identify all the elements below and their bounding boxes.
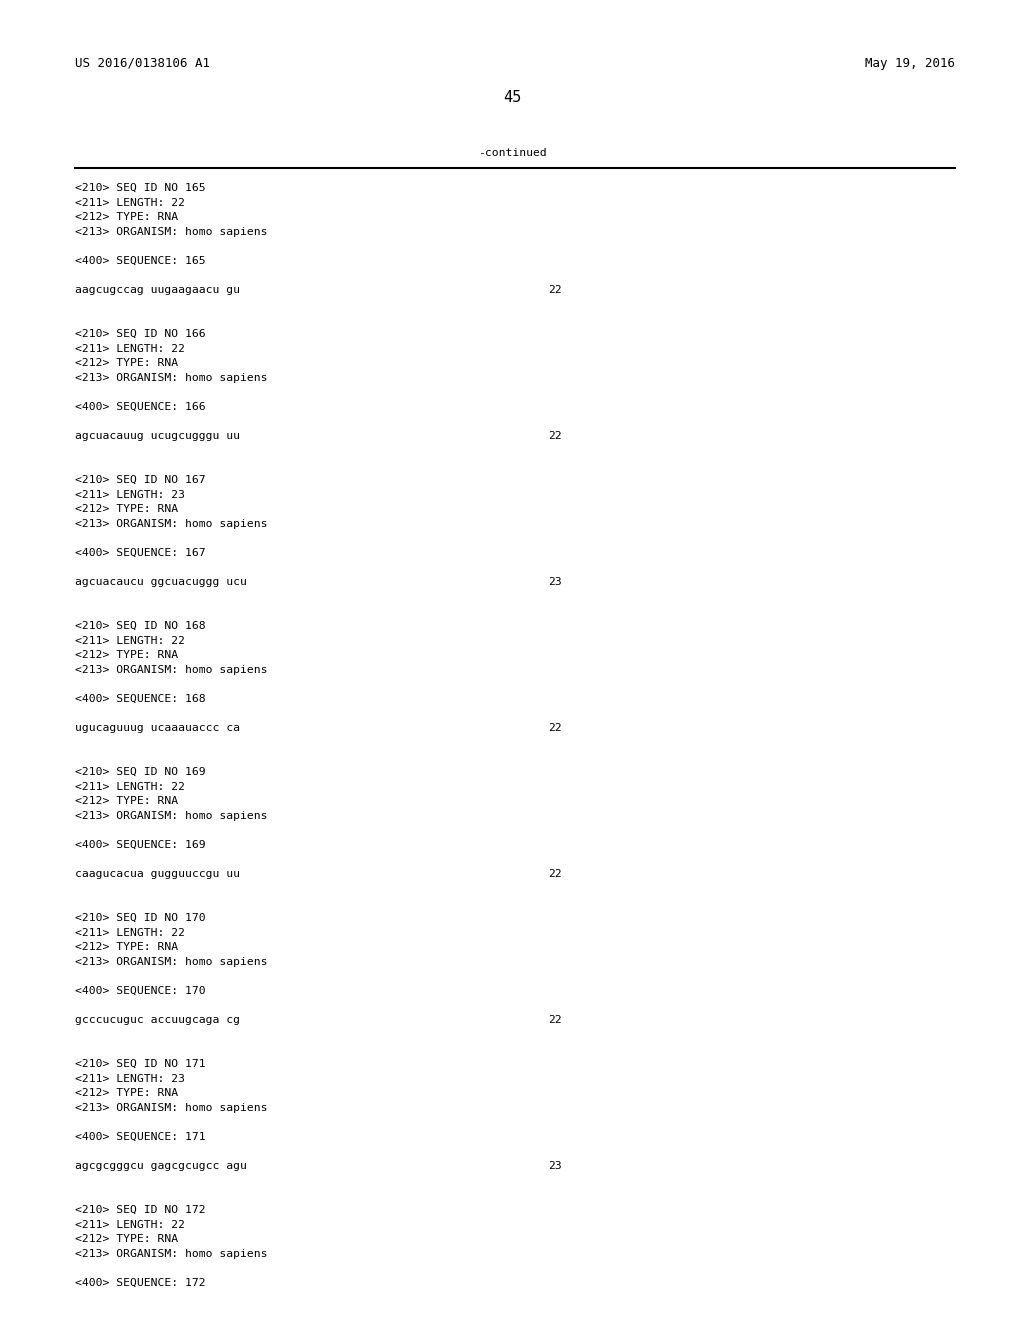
- Text: <212> TYPE: RNA: <212> TYPE: RNA: [75, 1088, 178, 1098]
- Text: <400> SEQUENCE: 172: <400> SEQUENCE: 172: [75, 1278, 206, 1288]
- Text: <210> SEQ ID NO 169: <210> SEQ ID NO 169: [75, 767, 206, 777]
- Text: <211> LENGTH: 22: <211> LENGTH: 22: [75, 928, 185, 937]
- Text: <210> SEQ ID NO 166: <210> SEQ ID NO 166: [75, 329, 206, 339]
- Text: <211> LENGTH: 23: <211> LENGTH: 23: [75, 1073, 185, 1084]
- Text: <212> TYPE: RNA: <212> TYPE: RNA: [75, 1234, 178, 1245]
- Text: <213> ORGANISM: homo sapiens: <213> ORGANISM: homo sapiens: [75, 519, 267, 529]
- Text: <400> SEQUENCE: 169: <400> SEQUENCE: 169: [75, 840, 206, 850]
- Text: 22: 22: [548, 869, 562, 879]
- Text: <212> TYPE: RNA: <212> TYPE: RNA: [75, 358, 178, 368]
- Text: <213> ORGANISM: homo sapiens: <213> ORGANISM: homo sapiens: [75, 227, 267, 236]
- Text: 23: 23: [548, 1162, 562, 1171]
- Text: <211> LENGTH: 22: <211> LENGTH: 22: [75, 198, 185, 207]
- Text: -continued: -continued: [477, 148, 547, 158]
- Text: US 2016/0138106 A1: US 2016/0138106 A1: [75, 57, 210, 70]
- Text: <210> SEQ ID NO 170: <210> SEQ ID NO 170: [75, 913, 206, 923]
- Text: <210> SEQ ID NO 165: <210> SEQ ID NO 165: [75, 183, 206, 193]
- Text: <400> SEQUENCE: 167: <400> SEQUENCE: 167: [75, 548, 206, 558]
- Text: 45: 45: [503, 90, 521, 106]
- Text: <212> TYPE: RNA: <212> TYPE: RNA: [75, 942, 178, 952]
- Text: <213> ORGANISM: homo sapiens: <213> ORGANISM: homo sapiens: [75, 1102, 267, 1113]
- Text: <213> ORGANISM: homo sapiens: <213> ORGANISM: homo sapiens: [75, 957, 267, 966]
- Text: <212> TYPE: RNA: <212> TYPE: RNA: [75, 796, 178, 807]
- Text: <213> ORGANISM: homo sapiens: <213> ORGANISM: homo sapiens: [75, 372, 267, 383]
- Text: <210> SEQ ID NO 171: <210> SEQ ID NO 171: [75, 1059, 206, 1069]
- Text: gcccucuguc accuugcaga cg: gcccucuguc accuugcaga cg: [75, 1015, 240, 1026]
- Text: <213> ORGANISM: homo sapiens: <213> ORGANISM: homo sapiens: [75, 665, 267, 675]
- Text: caagucacua gugguuccgu uu: caagucacua gugguuccgu uu: [75, 869, 240, 879]
- Text: 22: 22: [548, 723, 562, 733]
- Text: 23: 23: [548, 577, 562, 587]
- Text: <400> SEQUENCE: 165: <400> SEQUENCE: 165: [75, 256, 206, 267]
- Text: <210> SEQ ID NO 167: <210> SEQ ID NO 167: [75, 475, 206, 484]
- Text: <211> LENGTH: 22: <211> LENGTH: 22: [75, 1220, 185, 1230]
- Text: <212> TYPE: RNA: <212> TYPE: RNA: [75, 504, 178, 515]
- Text: <400> SEQUENCE: 170: <400> SEQUENCE: 170: [75, 986, 206, 997]
- Text: <212> TYPE: RNA: <212> TYPE: RNA: [75, 651, 178, 660]
- Text: <211> LENGTH: 22: <211> LENGTH: 22: [75, 781, 185, 792]
- Text: <400> SEQUENCE: 166: <400> SEQUENCE: 166: [75, 403, 206, 412]
- Text: 22: 22: [548, 432, 562, 441]
- Text: agcgcgggcu gagcgcugcc agu: agcgcgggcu gagcgcugcc agu: [75, 1162, 247, 1171]
- Text: <211> LENGTH: 22: <211> LENGTH: 22: [75, 636, 185, 645]
- Text: agcuacaucu ggcuacuggg ucu: agcuacaucu ggcuacuggg ucu: [75, 577, 247, 587]
- Text: <211> LENGTH: 23: <211> LENGTH: 23: [75, 490, 185, 499]
- Text: <213> ORGANISM: homo sapiens: <213> ORGANISM: homo sapiens: [75, 1249, 267, 1259]
- Text: <400> SEQUENCE: 168: <400> SEQUENCE: 168: [75, 694, 206, 704]
- Text: <211> LENGTH: 22: <211> LENGTH: 22: [75, 343, 185, 354]
- Text: <210> SEQ ID NO 172: <210> SEQ ID NO 172: [75, 1205, 206, 1214]
- Text: aagcugccag uugaagaacu gu: aagcugccag uugaagaacu gu: [75, 285, 240, 296]
- Text: 22: 22: [548, 1015, 562, 1026]
- Text: <210> SEQ ID NO 168: <210> SEQ ID NO 168: [75, 620, 206, 631]
- Text: <400> SEQUENCE: 171: <400> SEQUENCE: 171: [75, 1133, 206, 1142]
- Text: <213> ORGANISM: homo sapiens: <213> ORGANISM: homo sapiens: [75, 810, 267, 821]
- Text: agcuacauug ucugcugggu uu: agcuacauug ucugcugggu uu: [75, 432, 240, 441]
- Text: ugucaguuug ucaaauaccc ca: ugucaguuug ucaaauaccc ca: [75, 723, 240, 733]
- Text: <212> TYPE: RNA: <212> TYPE: RNA: [75, 213, 178, 222]
- Text: 22: 22: [548, 285, 562, 296]
- Text: May 19, 2016: May 19, 2016: [865, 57, 955, 70]
